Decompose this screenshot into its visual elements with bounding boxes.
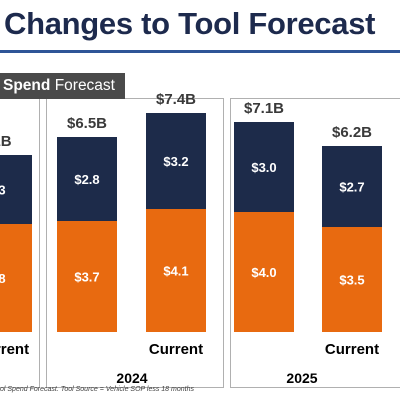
bar-top-value-label: $2.8 <box>74 172 99 187</box>
bar-top-value-label: $2.7 <box>339 180 364 195</box>
badge-bold-text: Spend <box>3 77 51 94</box>
bar-bottom-segment <box>234 212 294 332</box>
bar-top-segment <box>146 113 206 209</box>
year-label: 2025 <box>286 370 317 386</box>
bar-top-value-label: 3 <box>0 183 6 198</box>
bar-total-label: $7.1B <box>244 100 284 117</box>
bar-category-label: Current <box>149 341 203 358</box>
bar-bottom-segment <box>0 224 32 332</box>
bar-bottom-segment <box>57 221 117 332</box>
bar-top-value-label: $3.2 <box>163 154 188 169</box>
bar-top-segment <box>234 122 294 212</box>
badge-text: Forecast <box>54 77 115 94</box>
bar-bottom-value-label: $3.7 <box>74 270 99 285</box>
bar-bottom-segment <box>322 227 382 332</box>
bar-bottom-value-label: $4.1 <box>163 264 188 279</box>
bar-category-label: Current <box>325 341 379 358</box>
bar-total-label: $6.2B <box>332 124 372 141</box>
bar-bottom-segment <box>146 209 206 332</box>
bar-category-label: Current <box>0 341 29 358</box>
bar-total-label: 1B <box>0 133 12 150</box>
bar-total-label: $7.4B <box>156 91 196 108</box>
bar-total-label: $6.5B <box>67 115 107 132</box>
bar-bottom-value-label: $3.5 <box>339 273 364 288</box>
page-title: Changes to Tool Forecast <box>4 6 376 41</box>
spend-forecast-badge: Spend Forecast <box>0 73 125 99</box>
bar-top-segment <box>57 137 117 221</box>
year-label: 2024 <box>116 370 147 386</box>
bar-bottom-value-label: $4.0 <box>251 265 276 280</box>
footnote: ol Spend Forecast. Tool Source = Vehicle… <box>0 386 194 393</box>
bar-top-segment <box>322 146 382 227</box>
bar-bottom-value-label: 8 <box>0 271 6 286</box>
title-divider <box>0 50 400 53</box>
bar-top-value-label: $3.0 <box>251 160 276 175</box>
bar-top-segment <box>0 155 32 224</box>
